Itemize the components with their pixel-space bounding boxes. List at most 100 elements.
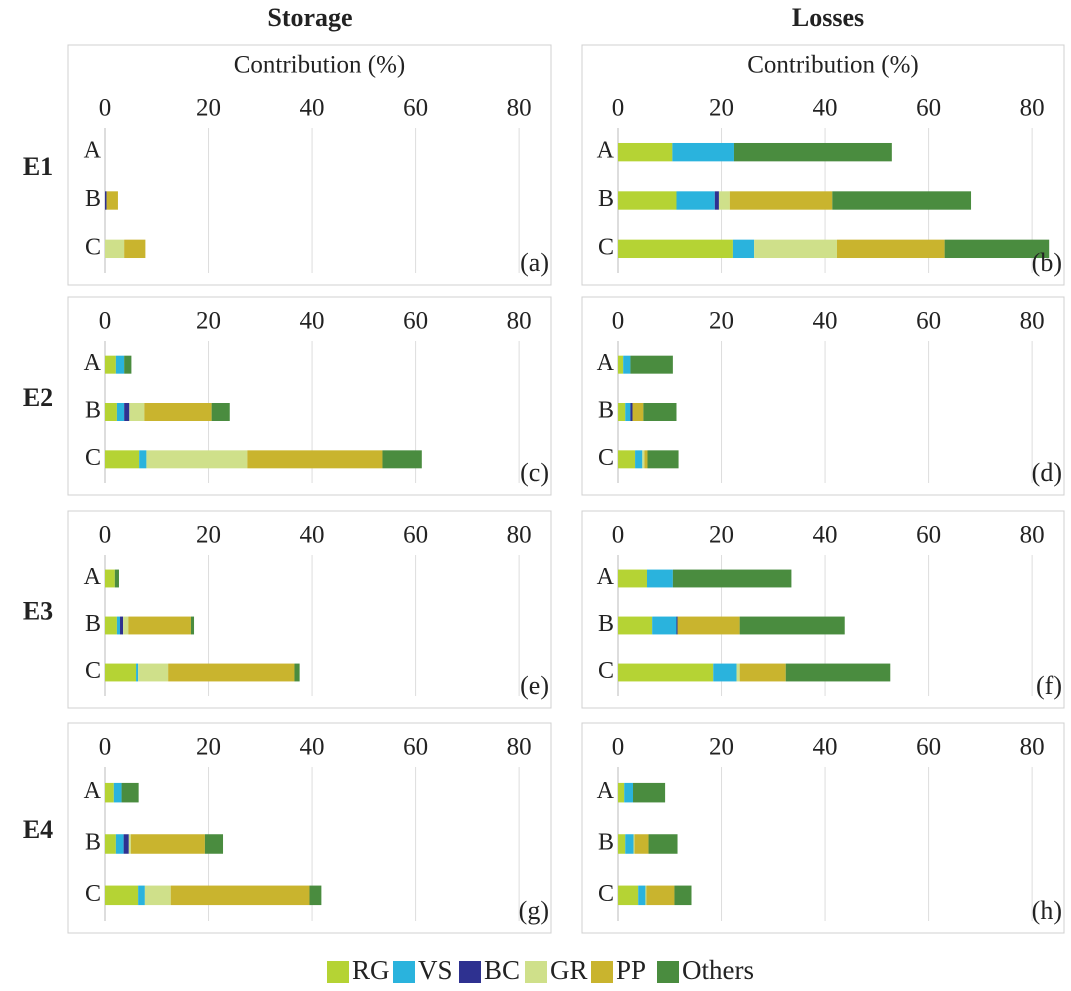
x-tick-label: 40	[300, 522, 325, 549]
y-tick-label: C	[598, 881, 614, 907]
x-tick-label: 60	[916, 95, 941, 122]
bar-segment	[633, 782, 666, 803]
y-tick-label: C	[85, 881, 101, 907]
bar-segment	[618, 450, 636, 469]
bar-segment	[105, 355, 116, 374]
bar-segment	[736, 663, 740, 682]
bar-segment	[713, 663, 737, 682]
bar-segment	[677, 616, 740, 635]
bar-segment	[190, 616, 195, 635]
bar-segment	[115, 834, 124, 854]
bar-segment	[105, 191, 107, 210]
legend-label: VS	[418, 955, 453, 985]
y-tick-label: A	[84, 138, 102, 164]
x-tick-label: 40	[300, 95, 325, 122]
bar-segment	[115, 355, 125, 374]
bar-segment	[642, 450, 645, 469]
y-tick-label: C	[598, 445, 614, 471]
row-label: E2	[23, 383, 53, 412]
y-tick-label: A	[597, 778, 615, 804]
bar-segment	[676, 616, 678, 635]
row-label: E3	[23, 596, 53, 625]
x-tick-label: 80	[1020, 95, 1045, 122]
panel-frame	[67, 510, 552, 709]
x-tick-label: 0	[612, 95, 625, 122]
bar-segment	[168, 663, 295, 682]
bar-segment	[630, 355, 673, 374]
x-tick-label: 0	[99, 95, 112, 122]
y-tick-label: A	[597, 564, 615, 590]
x-tick-label: 40	[300, 734, 325, 761]
bar-segment	[247, 450, 383, 469]
bar-segment	[120, 616, 124, 635]
bar-segment	[128, 834, 131, 854]
bar-segment	[130, 834, 205, 854]
y-tick-label: A	[84, 350, 102, 376]
bar-segment	[144, 885, 171, 906]
bar-segment	[647, 450, 679, 469]
bar-segment	[618, 191, 677, 210]
panel-label: (e)	[520, 671, 549, 700]
bar-segment	[124, 355, 132, 374]
panel-label: (f)	[1036, 671, 1062, 700]
legend-swatch	[393, 961, 415, 983]
y-tick-label: B	[85, 186, 101, 212]
bar-segment	[618, 239, 733, 259]
bar-segment	[672, 142, 734, 162]
panel-label: (b)	[1032, 248, 1062, 277]
legend-swatch	[657, 961, 679, 983]
y-tick-label: A	[84, 778, 102, 804]
bar-segment	[729, 191, 833, 210]
legend-swatch	[327, 961, 349, 983]
y-tick-label: A	[597, 138, 615, 164]
bar-segment	[618, 403, 626, 421]
x-tick-label: 80	[507, 308, 532, 335]
legend-swatch	[591, 961, 613, 983]
y-tick-label: B	[85, 830, 101, 856]
y-tick-label: B	[85, 611, 101, 637]
x-tick-label: 0	[612, 308, 625, 335]
bar-segment	[618, 616, 653, 635]
bar-segment	[674, 885, 692, 906]
row-label: E1	[23, 152, 53, 181]
bar-segment	[170, 885, 310, 906]
bar-segment	[128, 616, 191, 635]
x-tick-label: 80	[1020, 522, 1045, 549]
bar-segment	[105, 616, 117, 635]
x-tick-label: 0	[99, 308, 112, 335]
bar-segment	[944, 239, 1050, 259]
y-tick-label: B	[598, 611, 614, 637]
panel-frame	[67, 44, 552, 286]
bar-segment	[643, 403, 677, 421]
x-tick-label: 20	[196, 522, 221, 549]
x-tick-label: 80	[1020, 308, 1045, 335]
bar-segment	[105, 403, 117, 421]
bar-segment	[623, 355, 631, 374]
x-tick-label: 80	[1020, 734, 1045, 761]
bar-segment	[382, 450, 422, 469]
bar-segment	[114, 569, 119, 588]
y-tick-label: C	[598, 658, 614, 684]
bar-segment	[309, 885, 322, 906]
y-tick-label: B	[598, 186, 614, 212]
bar-segment	[832, 191, 972, 210]
bar-segment	[638, 885, 646, 906]
x-tick-label: 60	[916, 522, 941, 549]
bar-segment	[105, 569, 115, 588]
bar-segment	[144, 403, 212, 421]
bar-segment	[732, 239, 755, 259]
bar-segment	[754, 239, 837, 259]
bar-segment	[618, 834, 626, 854]
panel-label: (d)	[1032, 458, 1062, 487]
bar-segment	[652, 616, 677, 635]
bar-segment	[672, 569, 792, 588]
legend-label: GR	[550, 955, 588, 985]
bar-segment	[714, 191, 719, 210]
bar-segment	[648, 834, 678, 854]
bar-segment	[113, 782, 122, 803]
x-tick-label: 0	[99, 734, 112, 761]
x-tick-label: 60	[403, 734, 428, 761]
x-tick-label: 20	[709, 522, 734, 549]
bar-segment	[124, 239, 146, 259]
x-tick-label: 20	[196, 734, 221, 761]
